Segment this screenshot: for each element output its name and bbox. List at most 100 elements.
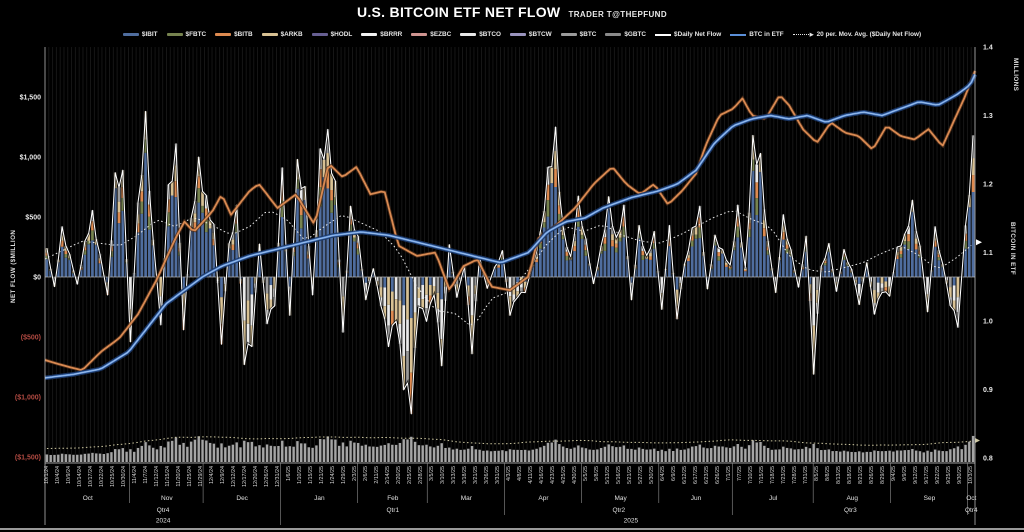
svg-text:1.4: 1.4 xyxy=(983,44,993,51)
svg-text:Jun: Jun xyxy=(691,495,702,502)
page-title: U.S. BITCOIN ETF NET FLOW xyxy=(356,4,561,20)
svg-text:3/5/25: 3/5/25 xyxy=(429,466,435,481)
legend-swatch-1 xyxy=(166,33,183,36)
svg-text:4/23/25: 4/23/25 xyxy=(550,466,556,484)
svg-text:11/20/24: 11/20/24 xyxy=(176,466,182,487)
svg-text:2/14/25: 2/14/25 xyxy=(385,466,391,484)
svg-text:10/17/24: 10/17/24 xyxy=(88,466,94,487)
volume-ma-arrow-icon xyxy=(975,438,980,443)
svg-text:0.8: 0.8 xyxy=(983,455,993,462)
svg-text:6/4/25: 6/4/25 xyxy=(660,466,666,481)
svg-text:4/25/25: 4/25/25 xyxy=(561,466,567,484)
svg-text:Oct: Oct xyxy=(83,495,93,502)
svg-text:1.0: 1.0 xyxy=(983,318,993,325)
svg-text:3/13/25: 3/13/25 xyxy=(451,466,457,484)
svg-text:10/4/24: 10/4/24 xyxy=(55,466,61,484)
svg-text:12/17/24: 12/17/24 xyxy=(242,466,248,487)
svg-text:12/4/24: 12/4/24 xyxy=(209,466,215,484)
svg-text:10/3/25: 10/3/25 xyxy=(968,466,974,484)
legend-label: $HODL xyxy=(330,31,353,38)
legend-label: $ARKB xyxy=(280,31,303,38)
svg-text:10/30/24: 10/30/24 xyxy=(121,466,127,487)
svg-text:6/17/25: 6/17/25 xyxy=(693,466,699,484)
svg-text:6/26/25: 6/26/25 xyxy=(715,466,721,484)
svg-text:4/8/25: 4/8/25 xyxy=(517,466,523,481)
svg-text:3/18/25: 3/18/25 xyxy=(462,466,468,484)
svg-text:2/6/25: 2/6/25 xyxy=(363,466,369,481)
svg-text:7/7/25: 7/7/25 xyxy=(737,466,743,481)
legend-arrow-icon: ▶ xyxy=(809,31,814,38)
svg-text:9/9/25: 9/9/25 xyxy=(902,466,908,481)
svg-text:1.3: 1.3 xyxy=(983,113,993,120)
svg-text:6/9/25: 6/9/25 xyxy=(671,466,677,481)
svg-text:12/12/24: 12/12/24 xyxy=(231,466,237,487)
legend-label: $GBTC xyxy=(624,31,647,38)
svg-text:4/11/25: 4/11/25 xyxy=(528,466,534,484)
svg-text:12/20/24: 12/20/24 xyxy=(253,466,259,487)
svg-text:12/31/24: 12/31/24 xyxy=(275,466,281,487)
daily-netflow-line xyxy=(46,110,974,415)
legend-label: $IBIT xyxy=(141,31,158,38)
volume-bars xyxy=(45,435,975,462)
x-axis-date-labels: 10/1/24 10/4/24 10/9/24 10/14/24 10/17/24 10/… xyxy=(44,466,974,487)
legend-item--btco: $BTCO xyxy=(460,31,501,38)
svg-text:8/8/25: 8/8/25 xyxy=(825,466,831,481)
mov-avg-arrow-icon xyxy=(976,239,982,246)
svg-text:3/31/25: 3/31/25 xyxy=(495,466,501,484)
svg-text:5/21/25: 5/21/25 xyxy=(627,466,633,484)
svg-text:1.2: 1.2 xyxy=(983,181,993,188)
legend-line-11 xyxy=(655,33,672,36)
svg-text:Feb: Feb xyxy=(387,495,399,502)
svg-text:1/6/25: 1/6/25 xyxy=(286,466,292,481)
legend-label: $BTCO xyxy=(479,31,501,38)
legend-swatch-2 xyxy=(215,33,232,36)
svg-text:11/7/24: 11/7/24 xyxy=(143,466,149,484)
svg-text:7/15/25: 7/15/25 xyxy=(759,466,765,484)
legend-swatch-5 xyxy=(361,33,378,36)
svg-text:9/25/25: 9/25/25 xyxy=(946,466,952,484)
btc-price-line xyxy=(44,70,976,371)
netflow-stacked-bars xyxy=(45,111,975,414)
svg-text:7/28/25: 7/28/25 xyxy=(792,466,798,484)
legend-item--ezbc: $EZBC xyxy=(411,31,451,38)
svg-text:11/4/24: 11/4/24 xyxy=(132,466,138,484)
svg-text:Qtr3: Qtr3 xyxy=(844,507,857,514)
svg-text:11/12/24: 11/12/24 xyxy=(154,466,160,487)
svg-text:8/21/25: 8/21/25 xyxy=(858,466,864,484)
svg-text:4/30/25: 4/30/25 xyxy=(572,466,578,484)
svg-text:Aug: Aug xyxy=(846,495,858,502)
legend-swatch-7 xyxy=(460,33,477,36)
svg-text:8/5/25: 8/5/25 xyxy=(814,466,820,481)
svg-text:($1,000): ($1,000) xyxy=(15,394,41,401)
legend-label: $EZBC xyxy=(430,31,452,38)
svg-text:4/3/25: 4/3/25 xyxy=(506,466,512,481)
svg-text:3/26/25: 3/26/25 xyxy=(484,466,490,484)
legend-swatch-9 xyxy=(560,33,577,36)
legend-item--fbtc: $FBTC xyxy=(166,31,206,38)
svg-text:Qtr1: Qtr1 xyxy=(386,507,399,514)
svg-text:1/29/25: 1/29/25 xyxy=(341,466,347,484)
legend-item--brrr: $BRRR xyxy=(361,31,402,38)
svg-text:11/15/24: 11/15/24 xyxy=(165,466,171,487)
svg-text:2025: 2025 xyxy=(624,518,639,525)
svg-text:$1,500: $1,500 xyxy=(20,94,42,101)
svg-text:($1,500): ($1,500) xyxy=(15,454,41,461)
legend-swatch-0 xyxy=(122,33,139,36)
window-bottom-edge xyxy=(0,528,1024,530)
svg-text:Qtr4: Qtr4 xyxy=(157,507,170,514)
svg-text:6/23/25: 6/23/25 xyxy=(704,466,710,484)
svg-text:9/17/25: 9/17/25 xyxy=(924,466,930,484)
month-labels: Oct Nov Dec Jan Feb Mar Apr May Jun Jul Aug Sep Oct xyxy=(83,495,977,502)
svg-text:9/12/25: 9/12/25 xyxy=(913,466,919,484)
svg-text:8/13/25: 8/13/25 xyxy=(836,466,842,484)
svg-text:Sep: Sep xyxy=(924,495,936,502)
legend-label: 20 per. Mov. Avg. ($Daily Net Flow) xyxy=(816,31,922,38)
legend-label: $BTC xyxy=(579,31,597,38)
svg-text:5/16/25: 5/16/25 xyxy=(616,466,622,484)
svg-text:7/31/25: 7/31/25 xyxy=(803,466,809,484)
svg-text:2/20/25: 2/20/25 xyxy=(396,466,402,484)
svg-text:8/29/25: 8/29/25 xyxy=(880,466,886,484)
legend-line-13 xyxy=(792,34,809,35)
